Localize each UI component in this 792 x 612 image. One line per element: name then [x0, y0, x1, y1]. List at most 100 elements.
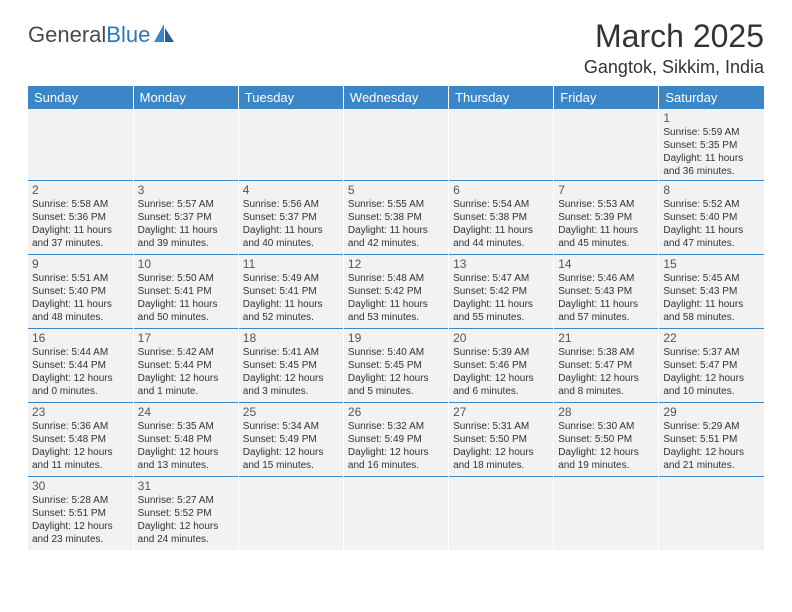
- calendar-cell: 7Sunrise: 5:53 AMSunset: 5:39 PMDaylight…: [554, 181, 659, 255]
- month-title: March 2025: [584, 18, 764, 55]
- day-number: 19: [348, 331, 444, 345]
- calendar-cell: 28Sunrise: 5:30 AMSunset: 5:50 PMDayligh…: [554, 403, 659, 477]
- calendar-cell-empty: [343, 109, 448, 181]
- day-number: 5: [348, 183, 444, 197]
- day-info: Sunrise: 5:36 AMSunset: 5:48 PMDaylight:…: [32, 420, 129, 472]
- calendar-cell: 23Sunrise: 5:36 AMSunset: 5:48 PMDayligh…: [28, 403, 133, 477]
- logo-text-dark: General: [28, 22, 106, 48]
- day-number: 22: [663, 331, 760, 345]
- day-info: Sunrise: 5:55 AMSunset: 5:38 PMDaylight:…: [348, 198, 444, 250]
- day-number: 25: [243, 405, 339, 419]
- day-number: 23: [32, 405, 129, 419]
- day-number: 13: [453, 257, 549, 271]
- page-header: GeneralBlue March 2025 Gangtok, Sikkim, …: [28, 18, 764, 78]
- day-number: 30: [32, 479, 129, 493]
- calendar-table: SundayMondayTuesdayWednesdayThursdayFrid…: [28, 86, 764, 550]
- calendar-cell-empty: [343, 477, 448, 551]
- calendar-cell: 27Sunrise: 5:31 AMSunset: 5:50 PMDayligh…: [449, 403, 554, 477]
- calendar-row: 30Sunrise: 5:28 AMSunset: 5:51 PMDayligh…: [28, 477, 764, 551]
- calendar-cell-empty: [238, 109, 343, 181]
- day-number: 9: [32, 257, 129, 271]
- day-number: 24: [138, 405, 234, 419]
- calendar-cell: 11Sunrise: 5:49 AMSunset: 5:41 PMDayligh…: [238, 255, 343, 329]
- day-info: Sunrise: 5:42 AMSunset: 5:44 PMDaylight:…: [138, 346, 234, 398]
- day-number: 17: [138, 331, 234, 345]
- day-number: 10: [138, 257, 234, 271]
- day-number: 26: [348, 405, 444, 419]
- calendar-cell-empty: [28, 109, 133, 181]
- weekday-header: Monday: [133, 86, 238, 109]
- calendar-cell: 13Sunrise: 5:47 AMSunset: 5:42 PMDayligh…: [449, 255, 554, 329]
- logo: GeneralBlue: [28, 22, 176, 48]
- day-info: Sunrise: 5:30 AMSunset: 5:50 PMDaylight:…: [558, 420, 654, 472]
- day-info: Sunrise: 5:29 AMSunset: 5:51 PMDaylight:…: [663, 420, 760, 472]
- calendar-cell: 31Sunrise: 5:27 AMSunset: 5:52 PMDayligh…: [133, 477, 238, 551]
- calendar-row: 16Sunrise: 5:44 AMSunset: 5:44 PMDayligh…: [28, 329, 764, 403]
- calendar-cell: 21Sunrise: 5:38 AMSunset: 5:47 PMDayligh…: [554, 329, 659, 403]
- calendar-cell: 26Sunrise: 5:32 AMSunset: 5:49 PMDayligh…: [343, 403, 448, 477]
- calendar-cell-empty: [554, 477, 659, 551]
- day-info: Sunrise: 5:46 AMSunset: 5:43 PMDaylight:…: [558, 272, 654, 324]
- day-info: Sunrise: 5:45 AMSunset: 5:43 PMDaylight:…: [663, 272, 760, 324]
- day-info: Sunrise: 5:53 AMSunset: 5:39 PMDaylight:…: [558, 198, 654, 250]
- calendar-cell: 14Sunrise: 5:46 AMSunset: 5:43 PMDayligh…: [554, 255, 659, 329]
- calendar-cell: 19Sunrise: 5:40 AMSunset: 5:45 PMDayligh…: [343, 329, 448, 403]
- calendar-cell: 15Sunrise: 5:45 AMSunset: 5:43 PMDayligh…: [659, 255, 764, 329]
- sail-icon: [154, 24, 176, 42]
- calendar-cell: 8Sunrise: 5:52 AMSunset: 5:40 PMDaylight…: [659, 181, 764, 255]
- calendar-cell: 5Sunrise: 5:55 AMSunset: 5:38 PMDaylight…: [343, 181, 448, 255]
- day-info: Sunrise: 5:31 AMSunset: 5:50 PMDaylight:…: [453, 420, 549, 472]
- day-info: Sunrise: 5:41 AMSunset: 5:45 PMDaylight:…: [243, 346, 339, 398]
- day-number: 20: [453, 331, 549, 345]
- day-number: 31: [138, 479, 234, 493]
- calendar-row: 23Sunrise: 5:36 AMSunset: 5:48 PMDayligh…: [28, 403, 764, 477]
- calendar-cell-empty: [238, 477, 343, 551]
- calendar-cell: 18Sunrise: 5:41 AMSunset: 5:45 PMDayligh…: [238, 329, 343, 403]
- day-number: 12: [348, 257, 444, 271]
- calendar-row: 2Sunrise: 5:58 AMSunset: 5:36 PMDaylight…: [28, 181, 764, 255]
- day-info: Sunrise: 5:35 AMSunset: 5:48 PMDaylight:…: [138, 420, 234, 472]
- day-number: 14: [558, 257, 654, 271]
- calendar-cell: 3Sunrise: 5:57 AMSunset: 5:37 PMDaylight…: [133, 181, 238, 255]
- weekday-header: Tuesday: [238, 86, 343, 109]
- calendar-row: 1Sunrise: 5:59 AMSunset: 5:35 PMDaylight…: [28, 109, 764, 181]
- calendar-cell: 9Sunrise: 5:51 AMSunset: 5:40 PMDaylight…: [28, 255, 133, 329]
- day-info: Sunrise: 5:44 AMSunset: 5:44 PMDaylight:…: [32, 346, 129, 398]
- calendar-cell: 22Sunrise: 5:37 AMSunset: 5:47 PMDayligh…: [659, 329, 764, 403]
- weekday-header: Saturday: [659, 86, 764, 109]
- day-info: Sunrise: 5:49 AMSunset: 5:41 PMDaylight:…: [243, 272, 339, 324]
- day-number: 1: [663, 111, 760, 125]
- day-info: Sunrise: 5:47 AMSunset: 5:42 PMDaylight:…: [453, 272, 549, 324]
- weekday-header: Thursday: [449, 86, 554, 109]
- day-info: Sunrise: 5:59 AMSunset: 5:35 PMDaylight:…: [663, 126, 760, 178]
- logo-text-blue: Blue: [106, 22, 150, 48]
- day-info: Sunrise: 5:51 AMSunset: 5:40 PMDaylight:…: [32, 272, 129, 324]
- day-number: 15: [663, 257, 760, 271]
- day-number: 3: [138, 183, 234, 197]
- calendar-cell: 12Sunrise: 5:48 AMSunset: 5:42 PMDayligh…: [343, 255, 448, 329]
- day-info: Sunrise: 5:39 AMSunset: 5:46 PMDaylight:…: [453, 346, 549, 398]
- calendar-cell: 4Sunrise: 5:56 AMSunset: 5:37 PMDaylight…: [238, 181, 343, 255]
- day-info: Sunrise: 5:57 AMSunset: 5:37 PMDaylight:…: [138, 198, 234, 250]
- calendar-body: 1Sunrise: 5:59 AMSunset: 5:35 PMDaylight…: [28, 109, 764, 550]
- day-number: 21: [558, 331, 654, 345]
- weekday-header: Friday: [554, 86, 659, 109]
- calendar-cell: 6Sunrise: 5:54 AMSunset: 5:38 PMDaylight…: [449, 181, 554, 255]
- calendar-cell-empty: [133, 109, 238, 181]
- calendar-cell: 10Sunrise: 5:50 AMSunset: 5:41 PMDayligh…: [133, 255, 238, 329]
- day-number: 27: [453, 405, 549, 419]
- calendar-cell: 29Sunrise: 5:29 AMSunset: 5:51 PMDayligh…: [659, 403, 764, 477]
- calendar-cell: 20Sunrise: 5:39 AMSunset: 5:46 PMDayligh…: [449, 329, 554, 403]
- calendar-cell-empty: [554, 109, 659, 181]
- calendar-cell: 24Sunrise: 5:35 AMSunset: 5:48 PMDayligh…: [133, 403, 238, 477]
- day-info: Sunrise: 5:28 AMSunset: 5:51 PMDaylight:…: [32, 494, 129, 546]
- weekday-header: Sunday: [28, 86, 133, 109]
- day-number: 6: [453, 183, 549, 197]
- day-info: Sunrise: 5:27 AMSunset: 5:52 PMDaylight:…: [138, 494, 234, 546]
- day-number: 16: [32, 331, 129, 345]
- day-info: Sunrise: 5:54 AMSunset: 5:38 PMDaylight:…: [453, 198, 549, 250]
- location: Gangtok, Sikkim, India: [584, 57, 764, 78]
- day-info: Sunrise: 5:50 AMSunset: 5:41 PMDaylight:…: [138, 272, 234, 324]
- day-info: Sunrise: 5:58 AMSunset: 5:36 PMDaylight:…: [32, 198, 129, 250]
- day-info: Sunrise: 5:48 AMSunset: 5:42 PMDaylight:…: [348, 272, 444, 324]
